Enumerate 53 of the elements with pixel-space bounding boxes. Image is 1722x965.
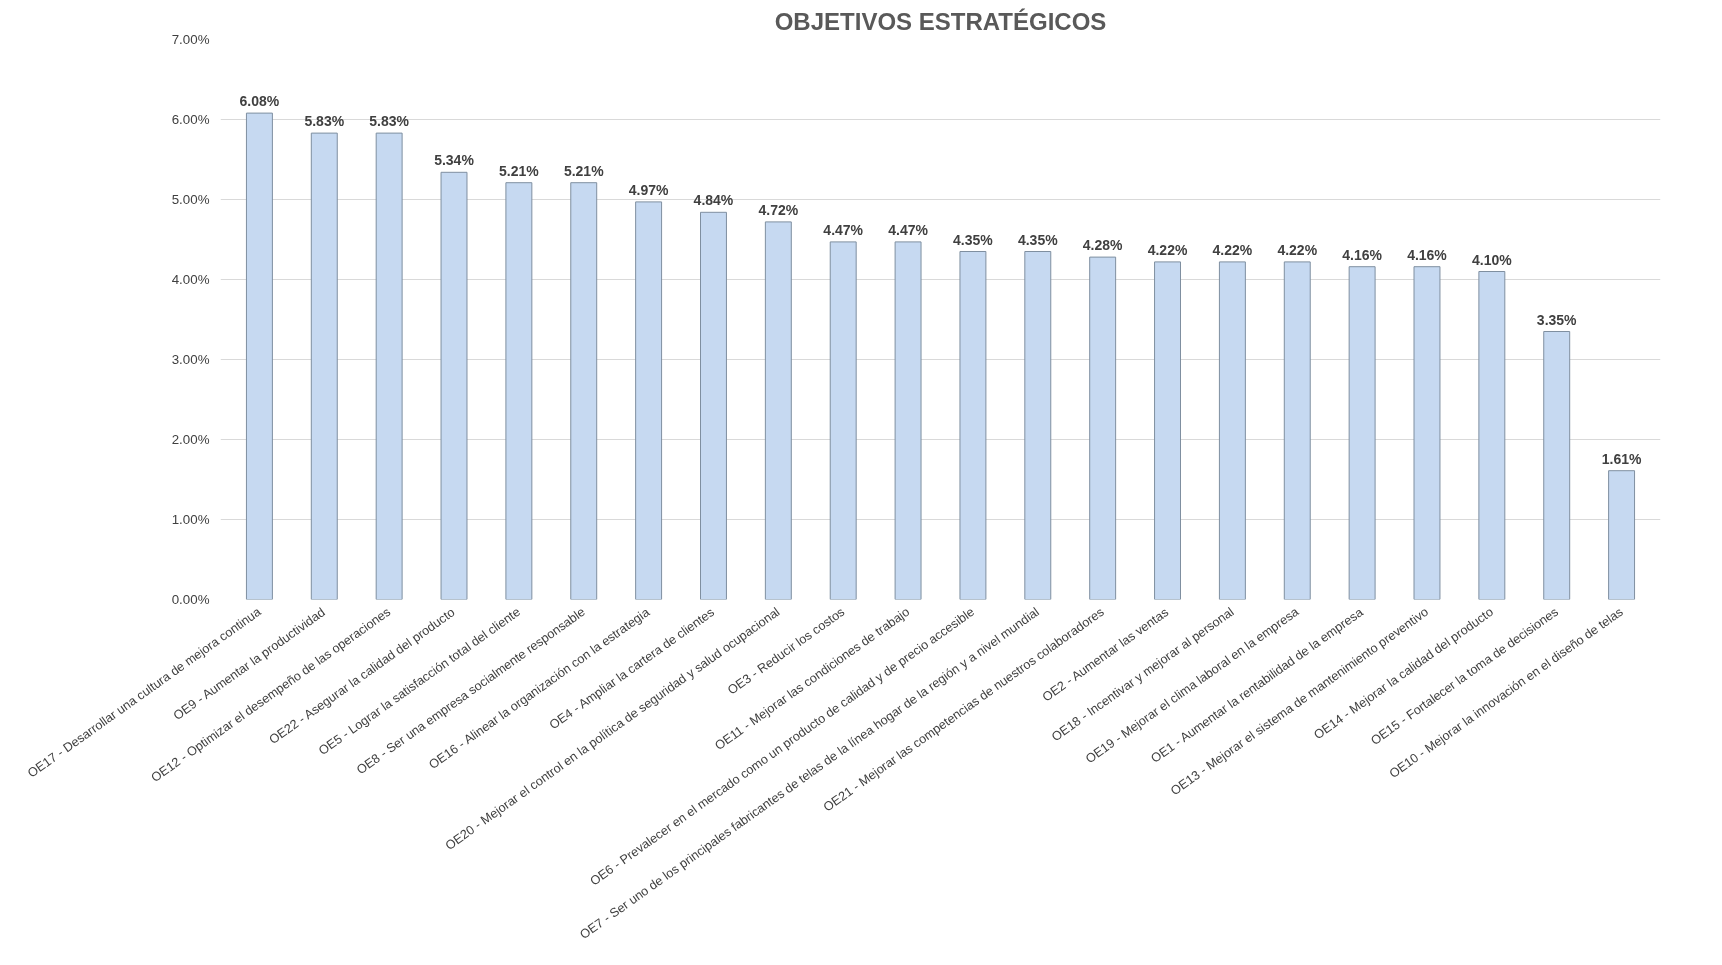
data-label: 6.08% xyxy=(239,93,280,110)
bar xyxy=(700,211,727,600)
bar xyxy=(1478,271,1506,600)
data-label: 4.22% xyxy=(1212,241,1253,258)
bar xyxy=(829,241,857,600)
bar xyxy=(1413,266,1441,600)
bar xyxy=(245,112,273,600)
data-label: 4.22% xyxy=(1147,241,1188,258)
bar xyxy=(570,182,598,600)
y-tick-label: 6.00% xyxy=(171,112,210,127)
bar xyxy=(505,182,533,600)
bar xyxy=(1543,331,1571,600)
bar xyxy=(635,201,663,600)
data-label: 3.35% xyxy=(1536,311,1578,328)
data-label: 1.61% xyxy=(1601,450,1642,467)
data-label: 4.97% xyxy=(628,181,670,198)
data-label: 5.34% xyxy=(434,152,475,169)
y-tick-label: 0.00% xyxy=(171,592,210,607)
data-label: 4.28% xyxy=(1082,237,1124,254)
data-label: 4.47% xyxy=(823,221,864,238)
bar xyxy=(1348,266,1376,600)
bar xyxy=(375,132,403,600)
bar xyxy=(764,221,792,600)
data-label: 4.16% xyxy=(1407,246,1448,263)
bar xyxy=(959,251,987,600)
bar xyxy=(1024,251,1052,600)
bar xyxy=(1283,261,1311,600)
bar xyxy=(1089,256,1117,600)
y-tick-label: 2.00% xyxy=(171,432,210,447)
bar xyxy=(1154,261,1181,600)
data-label: 5.21% xyxy=(499,162,540,179)
data-label: 4.72% xyxy=(758,201,799,218)
bar xyxy=(894,241,922,600)
bar xyxy=(1608,470,1636,600)
data-label: 4.10% xyxy=(1472,251,1513,268)
data-label: 4.16% xyxy=(1342,246,1383,263)
bar xyxy=(1218,261,1246,600)
chart-title: OBJETIVOS ESTRATÉGICOS xyxy=(774,7,1107,35)
bar xyxy=(440,171,468,600)
data-label: 5.83% xyxy=(369,113,410,130)
y-tick-label: 1.00% xyxy=(171,512,210,527)
data-label: 5.83% xyxy=(304,113,345,130)
bar xyxy=(310,132,338,600)
data-label: 5.21% xyxy=(563,162,605,179)
y-tick-label: 5.00% xyxy=(171,192,210,207)
data-label: 4.22% xyxy=(1277,241,1318,258)
data-label: 4.35% xyxy=(1017,231,1059,248)
y-tick-label: 3.00% xyxy=(171,352,210,367)
data-label: 4.35% xyxy=(953,231,994,248)
y-tick-label: 4.00% xyxy=(171,272,210,287)
data-label: 4.84% xyxy=(693,192,734,209)
y-tick-label: 7.00% xyxy=(171,32,210,47)
data-label: 4.47% xyxy=(888,221,929,238)
